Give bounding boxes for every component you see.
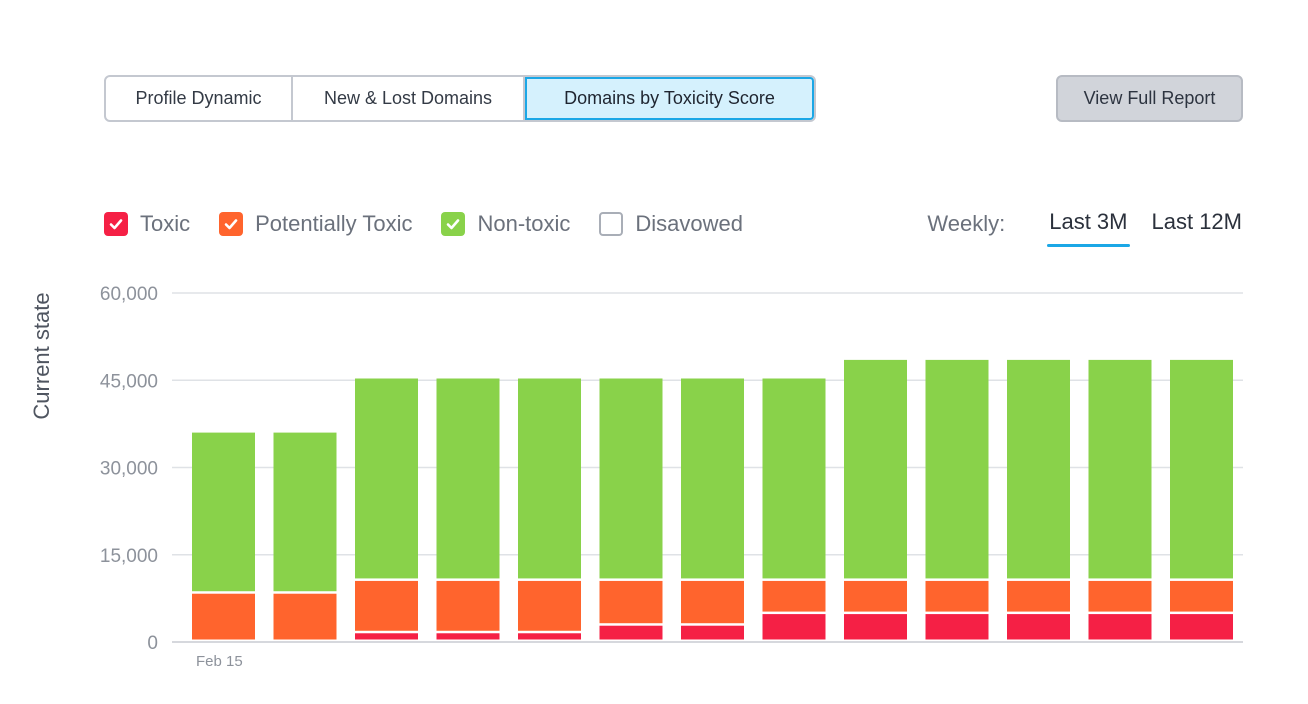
bar-segment-potentially-toxic[interactable] [273,593,337,640]
bar-segment-non-toxic[interactable] [1170,359,1233,579]
bar-segment-potentially-toxic[interactable] [844,580,907,612]
bar-segment-potentially-toxic[interactable] [518,580,581,631]
bar-segment-non-toxic[interactable] [762,378,826,579]
checkbox-potentially-toxic[interactable] [219,212,244,236]
bar-segment-toxic[interactable] [1170,614,1233,640]
bar-segment-potentially-toxic[interactable] [1170,580,1233,612]
bar-segment-toxic[interactable] [844,614,907,640]
bar-segment-potentially-toxic[interactable] [1088,580,1152,612]
bar-segment-toxic[interactable] [599,625,663,640]
bar-segment-toxic[interactable] [925,614,989,640]
tab-domains-by-toxicity-score[interactable]: Domains by Toxicity Score [525,77,814,120]
bar-segment-non-toxic[interactable] [518,378,581,579]
bar-segment-potentially-toxic[interactable] [762,580,826,612]
legend-label-potentially-toxic: Potentially Toxic [255,211,413,236]
bar-segment-potentially-toxic[interactable] [436,580,500,631]
checkmark-icon [224,219,238,230]
bar-segment-toxic[interactable] [355,633,418,640]
checkbox-disavowed[interactable] [599,212,624,236]
chart-legend: Toxic Potentially Toxic Non-toxic Disavo… [104,206,772,242]
bar-segment-non-toxic[interactable] [273,432,337,592]
legend-label-toxic: Toxic [140,211,191,236]
checkbox-non-toxic[interactable] [441,212,466,236]
legend-item-non-toxic[interactable]: Non-toxic [441,211,570,237]
bar-segment-potentially-toxic[interactable] [1007,580,1070,612]
y-tick-label: 0 [147,633,158,654]
bar-segment-non-toxic[interactable] [1088,359,1152,579]
bar-segment-toxic[interactable] [518,633,581,640]
y-tick-label: 15,000 [100,546,158,567]
bar-segment-non-toxic[interactable] [436,378,500,579]
bar-segment-potentially-toxic[interactable] [192,593,255,640]
bar-segment-potentially-toxic[interactable] [681,580,744,624]
bar-segment-toxic[interactable] [1007,614,1070,640]
period-selector: Weekly: Last 3M Last 12M [927,206,1243,247]
checkmark-icon [447,219,460,230]
bar-segment-toxic[interactable] [762,614,826,640]
bar-segment-potentially-toxic[interactable] [355,580,418,631]
period-option-last-3m[interactable]: Last 3M [1047,209,1130,247]
bar-segment-non-toxic[interactable] [192,432,255,592]
bar-segment-toxic[interactable] [436,633,500,640]
period-label: Weekly: [927,211,1006,236]
bar-segment-non-toxic[interactable] [844,359,907,579]
bar-segment-non-toxic[interactable] [1007,359,1070,579]
bar-segment-non-toxic[interactable] [925,359,989,579]
bar-segment-non-toxic[interactable] [599,378,663,579]
bar-segment-toxic[interactable] [681,625,744,640]
checkbox-toxic[interactable] [104,212,128,236]
legend-label-disavowed: Disavowed [635,211,743,236]
bar-segment-non-toxic[interactable] [355,378,418,579]
x-tick-label: Feb 15 [196,653,243,670]
y-tick-label: 60,000 [100,284,158,305]
bar-segment-potentially-toxic[interactable] [599,580,663,624]
period-option-last-12m[interactable]: Last 12M [1151,209,1243,234]
tab-profile-dynamic[interactable]: Profile Dynamic [106,77,293,120]
report-tabs: Profile Dynamic New & Lost Domains Domai… [104,75,816,122]
legend-item-potentially-toxic[interactable]: Potentially Toxic [219,211,412,237]
y-tick-label: 45,000 [100,371,158,392]
bar-segment-non-toxic[interactable] [681,378,744,579]
legend-item-disavowed[interactable]: Disavowed [599,211,743,237]
view-full-report-button[interactable]: View Full Report [1056,75,1243,122]
bar-segment-toxic[interactable] [1088,614,1152,640]
y-tick-label: 30,000 [100,459,158,480]
legend-item-toxic[interactable]: Toxic [104,211,190,237]
legend-label-non-toxic: Non-toxic [477,211,571,236]
checkmark-icon [109,219,123,230]
tab-new-lost-domains[interactable]: New & Lost Domains [293,77,525,120]
bar-segment-potentially-toxic[interactable] [925,580,989,612]
